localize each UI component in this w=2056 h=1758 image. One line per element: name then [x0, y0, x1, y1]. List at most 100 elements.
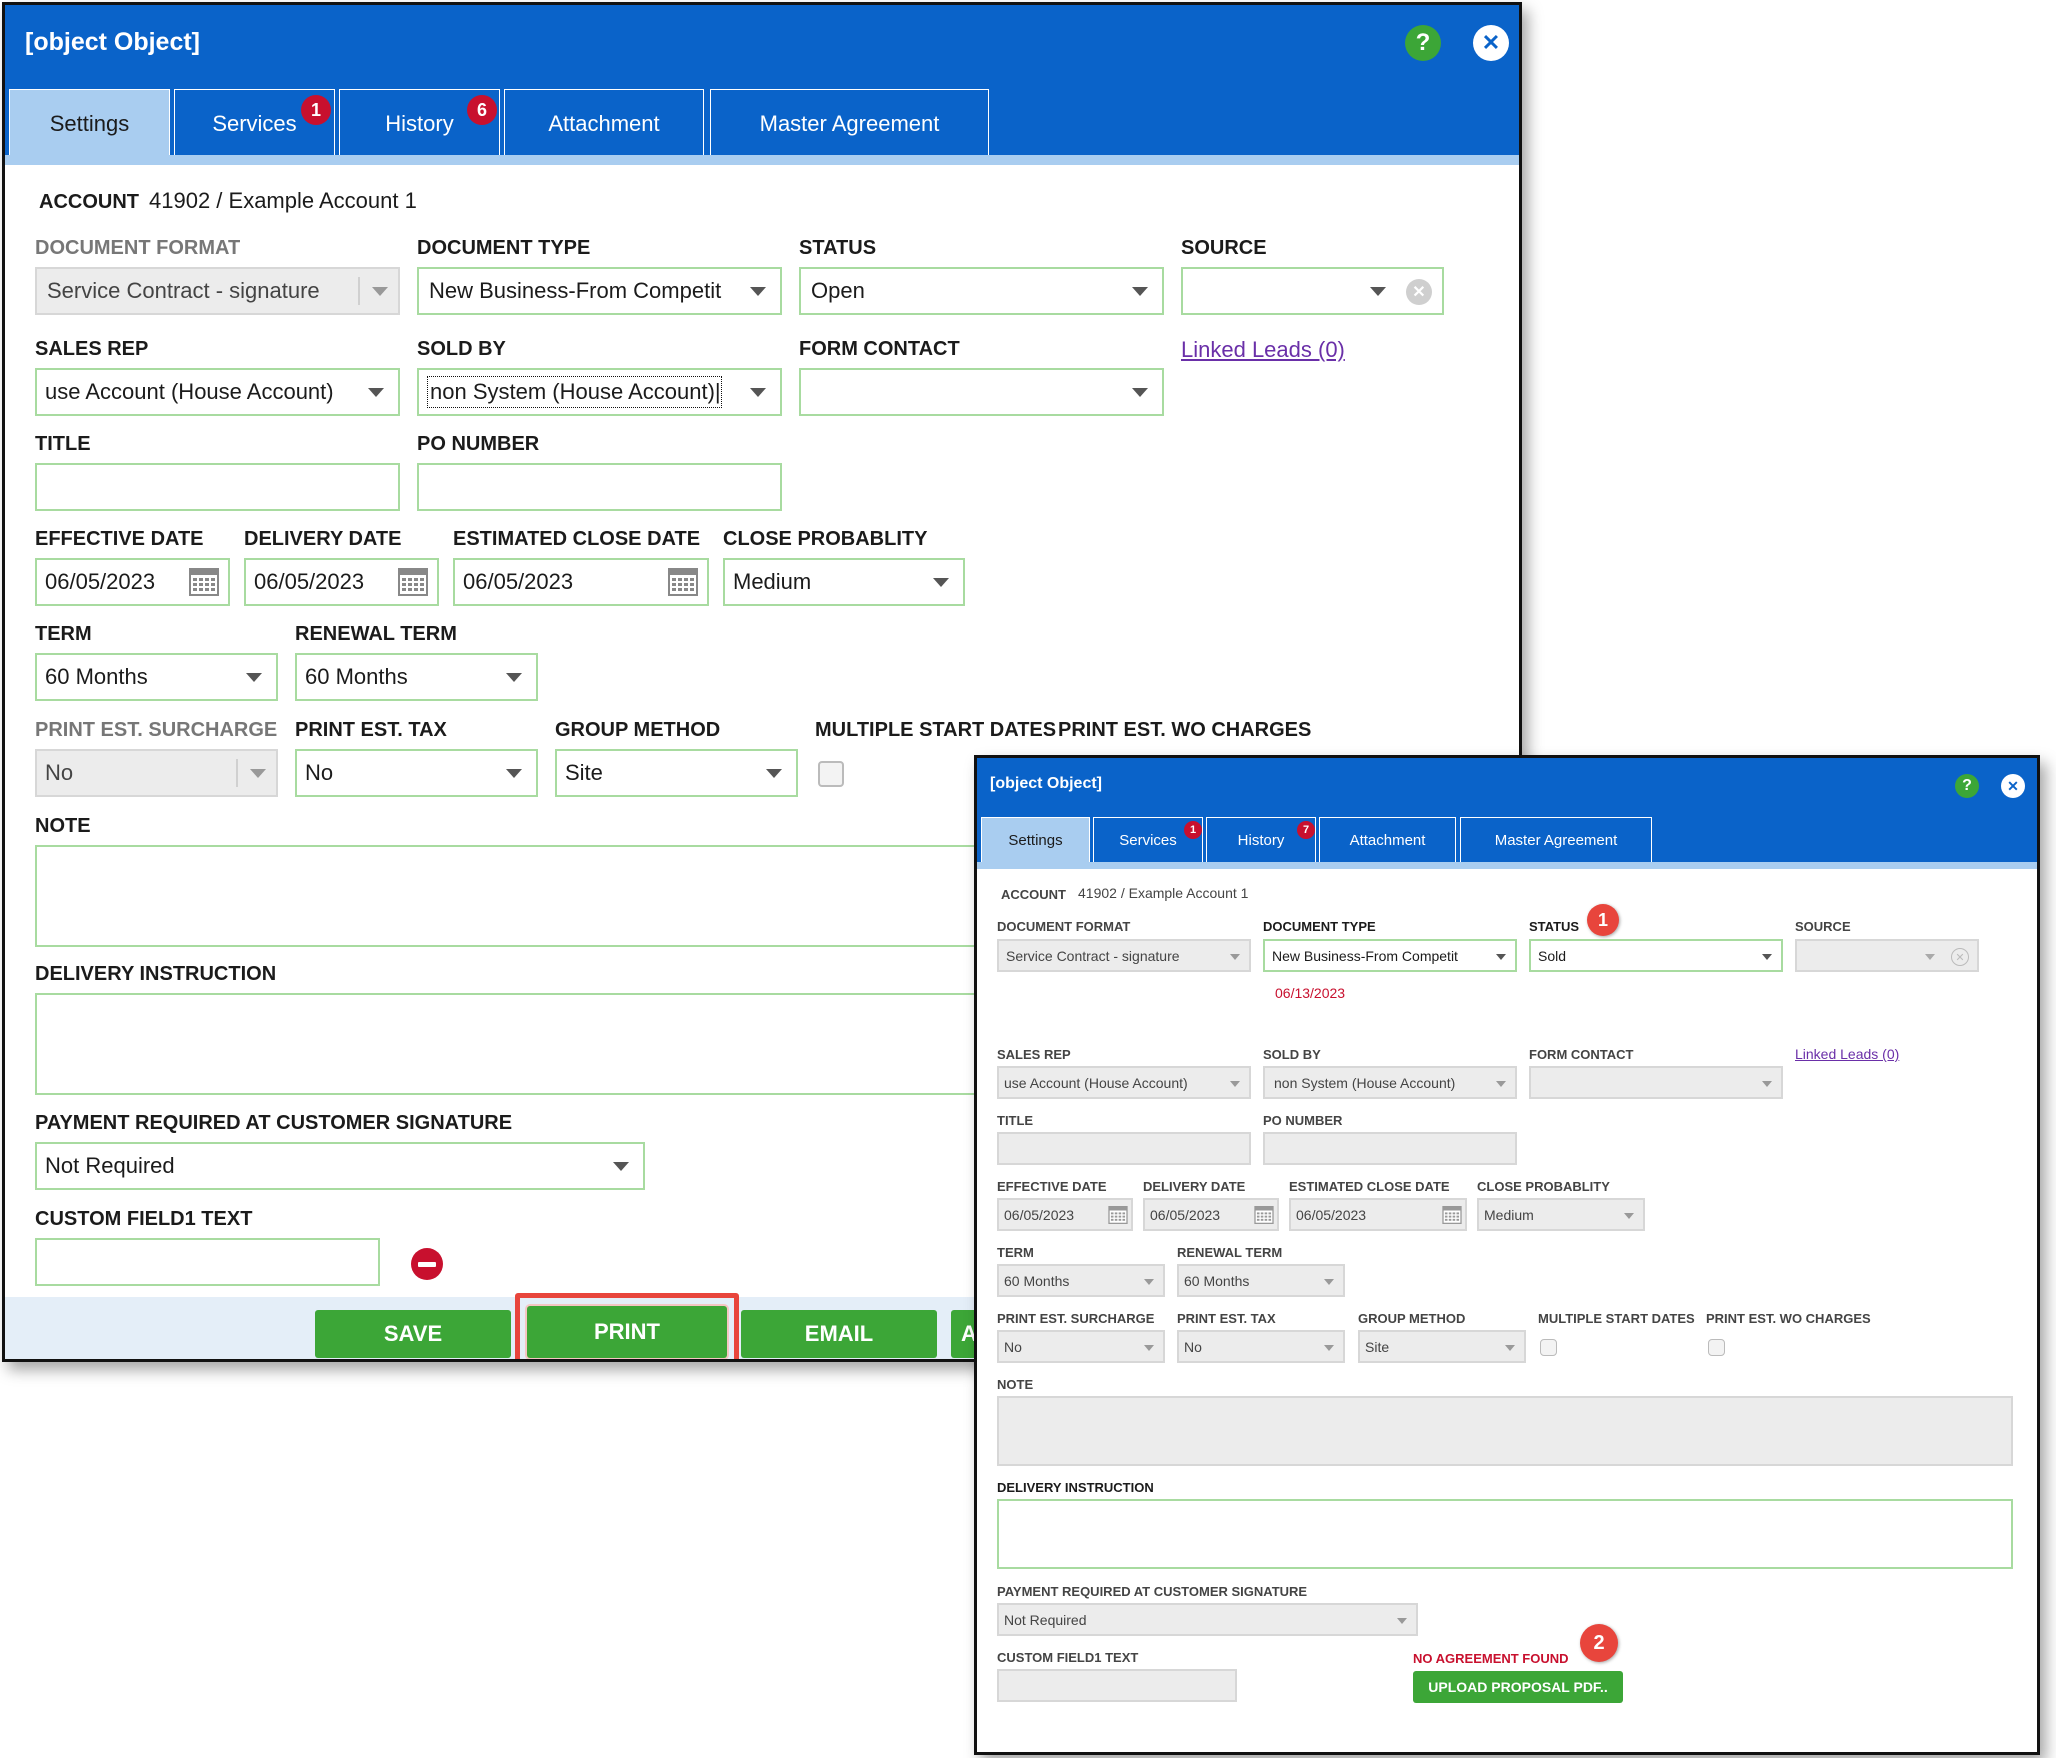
status-label: STATUS	[799, 237, 877, 259]
tab-attachment[interactable]: Attachment	[504, 89, 704, 157]
calendar-icon[interactable]	[668, 568, 698, 596]
close-probability-select[interactable]: Medium	[723, 558, 965, 606]
print-est-surcharge-value: No	[1004, 1338, 1022, 1355]
chevron-down-icon	[750, 287, 766, 296]
sales-rep-select[interactable]: use Account (House Account)	[35, 368, 400, 416]
chevron-down-icon	[750, 388, 766, 397]
callout-2: 2	[1580, 1624, 1618, 1662]
payment-required-select[interactable]: Not Required	[997, 1603, 1418, 1636]
custom-field1-label: CUSTOM FIELD1 TEXT	[35, 1208, 253, 1230]
estimated-close-date-value: 06/05/2023	[463, 569, 574, 594]
form-contact-select[interactable]	[799, 368, 1164, 416]
document-format-label: DOCUMENT FORMAT	[35, 237, 241, 259]
chevron-down-icon	[372, 287, 388, 296]
tab-services-label: Services	[212, 110, 297, 136]
chevron-down-icon	[1505, 1345, 1515, 1351]
multiple-start-dates-checkbox[interactable]	[818, 761, 844, 787]
remove-icon[interactable]	[411, 1248, 443, 1280]
status-select[interactable]: Open	[799, 267, 1164, 315]
document-format-select[interactable]: Service Contract - signature	[35, 267, 400, 315]
delivery-date-input[interactable]: 06/05/2023	[1143, 1198, 1279, 1231]
document-type-select[interactable]: New Business-From Competit	[1263, 939, 1517, 972]
close-probability-select[interactable]: Medium	[1477, 1198, 1645, 1231]
title-input[interactable]	[35, 463, 400, 511]
main-window: [object Object] ? ✕ Settings Services 1 …	[2, 2, 1522, 1362]
chevron-down-icon	[1397, 1618, 1407, 1624]
custom-field1-input[interactable]	[35, 1238, 380, 1286]
save-button[interactable]: SAVE	[315, 1310, 511, 1358]
main-title: [object Object]	[25, 27, 201, 56]
note-textarea[interactable]	[997, 1396, 2013, 1466]
help-icon[interactable]: ?	[1405, 25, 1441, 61]
group-method-select[interactable]: Site	[1358, 1330, 1526, 1363]
title-input[interactable]	[997, 1132, 1251, 1165]
renewal-term-select[interactable]: 60 Months	[1177, 1264, 1345, 1297]
calendar-icon[interactable]	[189, 568, 219, 596]
renewal-term-select[interactable]: 60 Months	[295, 653, 538, 701]
status-select[interactable]: Sold	[1529, 939, 1783, 972]
chevron-down-icon	[1230, 954, 1240, 960]
tab-master-agreement[interactable]: Master Agreement	[710, 89, 989, 157]
account-label: ACCOUNT	[1001, 887, 1066, 902]
print-est-wo-charges-checkbox[interactable]	[1708, 1339, 1725, 1356]
sales-rep-select[interactable]: use Account (House Account)	[997, 1066, 1251, 1099]
estimated-close-date-input[interactable]: 06/05/2023	[1289, 1198, 1467, 1231]
calendar-icon[interactable]	[1254, 1206, 1274, 1224]
chevron-down-icon	[1132, 388, 1148, 397]
tab-history-badge: 6	[467, 95, 497, 125]
print-button[interactable]: PRINT	[527, 1306, 727, 1358]
term-select[interactable]: 60 Months	[35, 653, 278, 701]
tab-services-badge: 1	[1184, 821, 1202, 839]
tab-settings-label: Settings	[1008, 832, 1063, 849]
tab-master-agreement[interactable]: Master Agreement	[1460, 817, 1652, 863]
close-icon[interactable]: ✕	[2001, 774, 2025, 798]
tab-underline	[977, 862, 2037, 869]
email-button[interactable]: EMAIL	[741, 1310, 937, 1358]
linked-leads-link[interactable]: Linked Leads (0)	[1181, 337, 1345, 362]
source-select[interactable]: ✕	[1181, 267, 1444, 315]
clear-icon[interactable]: ✕	[1951, 948, 1969, 966]
po-number-input[interactable]	[417, 463, 782, 511]
custom-field1-label: CUSTOM FIELD1 TEXT	[997, 1650, 1139, 1665]
close-probability-label: CLOSE PROBABLITY	[1477, 1179, 1610, 1194]
sold-by-select[interactable]: non System (House Account)	[1263, 1066, 1517, 1099]
document-type-label: DOCUMENT TYPE	[1263, 919, 1376, 934]
po-number-input[interactable]	[1263, 1132, 1517, 1165]
help-icon[interactable]: ?	[1955, 774, 1979, 798]
print-est-surcharge-select[interactable]: No	[997, 1330, 1165, 1363]
clear-icon[interactable]: ✕	[1406, 279, 1432, 305]
payment-required-label: PAYMENT REQUIRED AT CUSTOMER SIGNATURE	[997, 1584, 1308, 1599]
effective-date-value: 06/05/2023	[1004, 1206, 1075, 1223]
term-select[interactable]: 60 Months	[997, 1264, 1165, 1297]
multiple-start-dates-checkbox[interactable]	[1540, 1339, 1557, 1356]
document-type-select[interactable]: New Business-From Competit	[417, 267, 782, 315]
calendar-icon[interactable]	[1108, 1206, 1128, 1224]
estimated-close-date-input[interactable]: 06/05/2023	[453, 558, 709, 606]
delivery-instruction-textarea[interactable]	[997, 1499, 2013, 1569]
custom-field1-input[interactable]	[997, 1669, 1237, 1702]
group-method-select[interactable]: Site	[555, 749, 798, 797]
print-est-surcharge-select[interactable]: No	[35, 749, 278, 797]
tab-attachment[interactable]: Attachment	[1319, 817, 1456, 863]
close-icon[interactable]: ✕	[1473, 25, 1509, 61]
form-contact-select[interactable]	[1529, 1066, 1783, 1099]
print-est-tax-select[interactable]: No	[1177, 1330, 1345, 1363]
delivery-instruction-label: DELIVERY INSTRUCTION	[35, 963, 277, 985]
calendar-icon[interactable]	[398, 568, 428, 596]
document-format-select[interactable]: Service Contract - signature	[997, 939, 1251, 972]
sold-by-select[interactable]: non System (House Account)|	[417, 368, 782, 416]
group-method-value: Site	[1365, 1338, 1390, 1355]
calendar-icon[interactable]	[1442, 1206, 1462, 1224]
tab-settings[interactable]: Settings	[981, 817, 1090, 863]
upload-proposal-pdf-button[interactable]: UPLOAD PROPOSAL PDF..	[1413, 1671, 1623, 1703]
source-select[interactable]: ✕	[1795, 939, 1979, 972]
delivery-instruction-label: DELIVERY INSTRUCTION	[997, 1480, 1154, 1495]
delivery-date-input[interactable]: 06/05/2023	[244, 558, 439, 606]
payment-required-select[interactable]: Not Required	[35, 1142, 645, 1190]
effective-date-input[interactable]: 06/05/2023	[997, 1198, 1133, 1231]
tab-settings[interactable]: Settings	[9, 89, 170, 157]
print-est-tax-select[interactable]: No	[295, 749, 538, 797]
linked-leads-link[interactable]: Linked Leads (0)	[1795, 1046, 1900, 1062]
estimated-close-date-label: ESTIMATED CLOSE DATE	[453, 528, 701, 550]
print-est-wo-charges-label: PRINT EST. WO CHARGES	[1706, 1311, 1871, 1326]
